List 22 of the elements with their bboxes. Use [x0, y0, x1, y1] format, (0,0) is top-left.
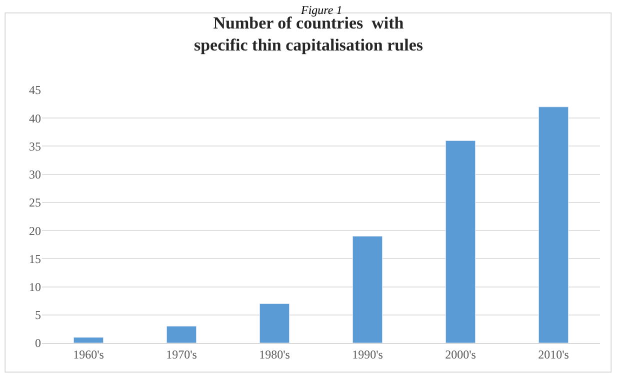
x-tick-label: 1970's: [166, 347, 198, 362]
y-tick-label: 45: [29, 83, 41, 98]
y-tick-label: 25: [29, 196, 41, 210]
bar: [73, 337, 104, 343]
y-tick-label: 30: [29, 168, 41, 182]
bar: [445, 140, 476, 343]
bar: [166, 326, 197, 343]
x-tick-label: 2010's: [538, 347, 570, 362]
y-tick-label: 15: [29, 252, 41, 266]
x-tick-label: 1980's: [259, 347, 290, 362]
y-tick-label: 0: [35, 336, 41, 350]
y-tick-label: 10: [29, 280, 41, 294]
x-tick-label: 1990's: [352, 347, 384, 362]
bar: [352, 236, 383, 343]
y-tick-label: 20: [29, 224, 41, 238]
bar: [259, 303, 290, 343]
y-tick-label: 5: [35, 308, 41, 322]
y-tick-label: 35: [29, 139, 41, 154]
y-tick-label: 40: [29, 111, 41, 126]
x-tick-label: 1960's: [73, 347, 104, 362]
x-tick-label: 2000's: [445, 347, 476, 362]
bar: [538, 106, 569, 343]
